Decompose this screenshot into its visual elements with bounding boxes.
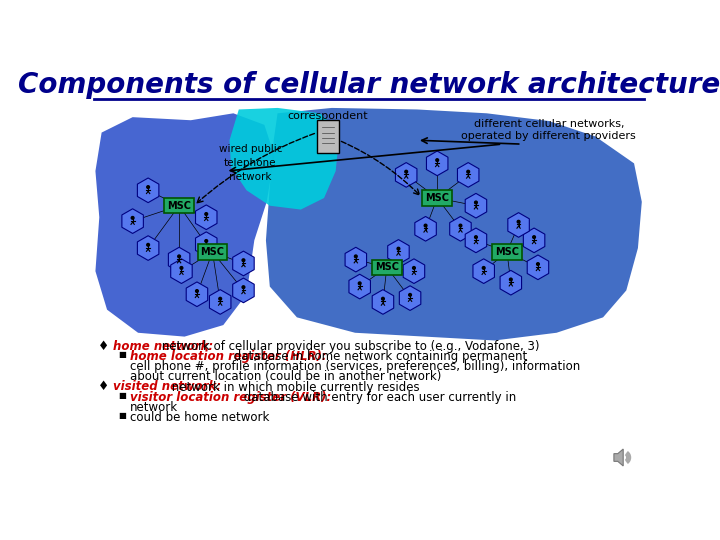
Circle shape bbox=[205, 240, 207, 242]
Circle shape bbox=[459, 224, 462, 227]
Text: could be home network: could be home network bbox=[130, 410, 270, 423]
Circle shape bbox=[147, 186, 150, 188]
Polygon shape bbox=[415, 217, 436, 241]
Polygon shape bbox=[400, 286, 420, 310]
Polygon shape bbox=[523, 228, 545, 253]
Polygon shape bbox=[345, 247, 366, 272]
Circle shape bbox=[409, 294, 411, 296]
Text: ■: ■ bbox=[119, 410, 127, 420]
Polygon shape bbox=[122, 209, 143, 233]
Text: different cellular networks,
operated by different providers: different cellular networks, operated by… bbox=[462, 119, 636, 141]
Polygon shape bbox=[465, 228, 487, 253]
Circle shape bbox=[467, 170, 469, 173]
Circle shape bbox=[382, 298, 384, 300]
Circle shape bbox=[424, 224, 427, 227]
Polygon shape bbox=[395, 163, 417, 187]
Text: home network:: home network: bbox=[113, 340, 214, 354]
Text: home location register (HLR):: home location register (HLR): bbox=[130, 350, 327, 363]
Polygon shape bbox=[186, 282, 207, 307]
Text: MSC: MSC bbox=[375, 262, 399, 272]
Text: correspondent: correspondent bbox=[287, 111, 368, 120]
Circle shape bbox=[131, 217, 134, 219]
Text: MSC: MSC bbox=[200, 247, 225, 257]
Circle shape bbox=[510, 278, 512, 281]
Polygon shape bbox=[372, 289, 394, 314]
Circle shape bbox=[359, 282, 361, 285]
FancyBboxPatch shape bbox=[423, 190, 452, 206]
Circle shape bbox=[205, 213, 207, 215]
Polygon shape bbox=[403, 259, 425, 284]
Polygon shape bbox=[171, 259, 192, 284]
Circle shape bbox=[536, 263, 539, 266]
Circle shape bbox=[533, 236, 536, 239]
Polygon shape bbox=[138, 178, 159, 202]
Polygon shape bbox=[233, 278, 254, 303]
Circle shape bbox=[474, 201, 477, 204]
Circle shape bbox=[436, 159, 438, 161]
Text: Components of cellular network architecture: Components of cellular network architect… bbox=[18, 71, 720, 99]
Text: ♦: ♦ bbox=[99, 340, 109, 354]
Circle shape bbox=[196, 289, 198, 292]
Polygon shape bbox=[500, 271, 521, 295]
Circle shape bbox=[242, 286, 245, 288]
Polygon shape bbox=[168, 247, 190, 272]
Text: network: network bbox=[130, 401, 179, 414]
FancyBboxPatch shape bbox=[317, 120, 339, 153]
Polygon shape bbox=[614, 449, 624, 466]
Polygon shape bbox=[233, 251, 254, 276]
Circle shape bbox=[517, 220, 520, 223]
Polygon shape bbox=[349, 274, 370, 299]
Polygon shape bbox=[138, 236, 159, 260]
Polygon shape bbox=[387, 240, 409, 264]
Polygon shape bbox=[527, 255, 549, 280]
FancyBboxPatch shape bbox=[198, 244, 228, 260]
Text: database with entry for each user currently in: database with entry for each user curren… bbox=[240, 390, 516, 403]
Polygon shape bbox=[96, 113, 274, 336]
Circle shape bbox=[397, 247, 400, 250]
Polygon shape bbox=[465, 193, 487, 218]
Polygon shape bbox=[196, 232, 217, 256]
Circle shape bbox=[482, 267, 485, 269]
FancyBboxPatch shape bbox=[372, 260, 402, 275]
Circle shape bbox=[354, 255, 357, 258]
Text: database in home network containing permanent: database in home network containing perm… bbox=[230, 350, 527, 363]
Text: visited network:: visited network: bbox=[113, 381, 221, 394]
FancyBboxPatch shape bbox=[492, 244, 522, 260]
Text: ♦: ♦ bbox=[99, 381, 109, 394]
Polygon shape bbox=[426, 151, 448, 176]
Text: about current location (could be in another network): about current location (could be in anot… bbox=[130, 370, 441, 383]
FancyBboxPatch shape bbox=[164, 198, 194, 213]
Circle shape bbox=[178, 255, 181, 258]
Polygon shape bbox=[508, 213, 529, 237]
Circle shape bbox=[219, 298, 222, 300]
Text: ■: ■ bbox=[119, 350, 127, 360]
Text: MSC: MSC bbox=[167, 201, 191, 211]
Circle shape bbox=[413, 267, 415, 269]
Text: visitor location register (VLR):: visitor location register (VLR): bbox=[130, 390, 331, 403]
Text: network of cellular provider you subscribe to (e.g., Vodafone, 3): network of cellular provider you subscri… bbox=[158, 340, 539, 354]
Text: network in which mobile currently resides: network in which mobile currently reside… bbox=[168, 381, 420, 394]
Text: MSC: MSC bbox=[495, 247, 519, 257]
Text: ■: ■ bbox=[119, 390, 127, 400]
Text: wired public
telephone
network: wired public telephone network bbox=[219, 144, 282, 183]
Polygon shape bbox=[210, 289, 231, 314]
Text: MSC: MSC bbox=[426, 193, 449, 203]
Polygon shape bbox=[266, 108, 642, 340]
Circle shape bbox=[242, 259, 245, 261]
Circle shape bbox=[474, 236, 477, 239]
Text: cell phone #, profile information (services, preferences, billing), information: cell phone #, profile information (servi… bbox=[130, 361, 580, 374]
Circle shape bbox=[147, 244, 150, 246]
Polygon shape bbox=[196, 205, 217, 229]
Polygon shape bbox=[230, 108, 340, 210]
Circle shape bbox=[405, 170, 408, 173]
Polygon shape bbox=[457, 163, 479, 187]
Circle shape bbox=[180, 267, 183, 269]
Polygon shape bbox=[450, 217, 471, 241]
Polygon shape bbox=[473, 259, 495, 284]
